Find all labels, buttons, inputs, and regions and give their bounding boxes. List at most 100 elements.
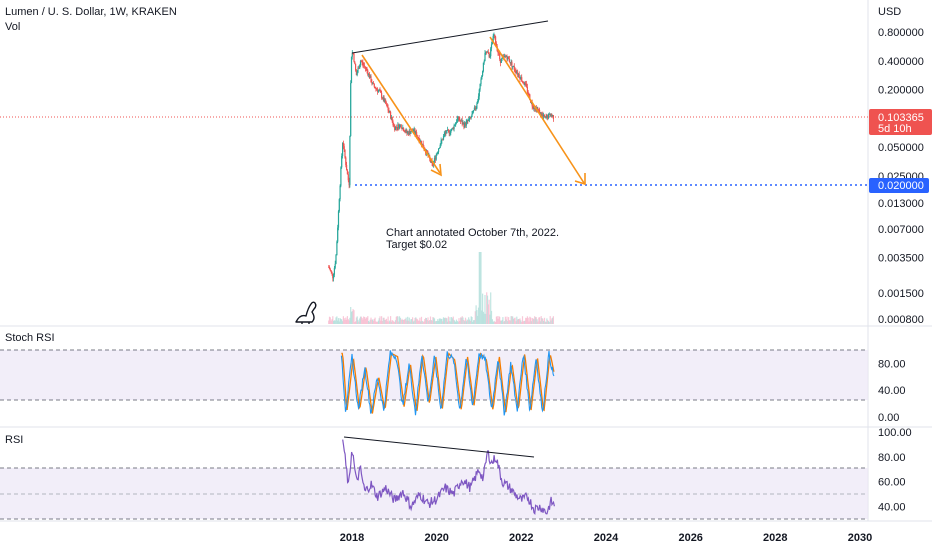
price-candle-body <box>362 62 364 65</box>
price-resistance-trendline[interactable] <box>351 20 549 54</box>
volume-bar <box>456 321 458 324</box>
volume-bar <box>542 318 544 324</box>
time-tick-label: 2024 <box>594 532 619 544</box>
price-candle-body <box>340 167 342 186</box>
volume-bar <box>372 319 374 324</box>
time-tick-label: 2020 <box>424 532 448 544</box>
price-candle-body <box>480 79 482 84</box>
price-candle-body <box>452 127 454 129</box>
price-candle-body <box>525 82 527 84</box>
volume-bar <box>468 317 470 324</box>
price-candle-body <box>359 61 362 66</box>
volume-bar <box>522 321 524 324</box>
volume-bar <box>443 318 445 324</box>
price-candle-body <box>409 130 411 134</box>
price-candle-body <box>350 56 353 83</box>
price-candle-body <box>385 103 388 105</box>
price-candle-body <box>506 56 508 60</box>
volume-bar <box>394 322 396 324</box>
volume-bar <box>350 307 352 324</box>
rsi-divergence-trendline[interactable] <box>343 436 535 458</box>
volume-bar <box>451 318 454 324</box>
volume-bar <box>516 316 518 324</box>
volume-bar <box>432 317 434 324</box>
volume-bar <box>433 317 435 324</box>
volume-bar <box>536 319 538 324</box>
volume-bar <box>447 316 449 324</box>
price-candle-body <box>328 267 331 270</box>
volume-bar <box>426 320 428 324</box>
price-candle-body <box>521 77 523 82</box>
volume-bar <box>504 321 506 324</box>
price-candle-body <box>416 136 419 138</box>
volume-bar <box>339 318 341 324</box>
arrow-2[interactable] <box>489 36 586 186</box>
volume-bar <box>337 320 339 324</box>
price-candle-body <box>442 136 445 140</box>
volume-bar <box>368 321 370 324</box>
stoch-d-line <box>341 352 555 414</box>
price-candle-body <box>471 114 473 117</box>
price-candle-body <box>335 255 337 264</box>
volume-bar <box>519 318 521 324</box>
volume-bar <box>349 317 351 324</box>
price-candle-body <box>497 51 499 53</box>
price-candle-body <box>381 92 383 98</box>
volume-bar <box>458 318 460 324</box>
volume-bar <box>504 316 506 324</box>
volume-bar <box>337 318 340 324</box>
price-candle-body <box>486 51 489 53</box>
price-axis[interactable]: 0.8000000.4000000.2000000.1000000.050000… <box>878 27 924 326</box>
price-candle-body <box>394 125 396 131</box>
rsi-tick-label: 60.00 <box>878 477 906 489</box>
volume-bar <box>453 319 455 324</box>
volume-bar <box>332 316 334 324</box>
price-candle-body <box>494 35 496 37</box>
volume-bar <box>482 293 484 324</box>
volume-bar <box>462 317 464 324</box>
volume-bar <box>342 321 344 324</box>
arrow-1[interactable] <box>361 54 442 177</box>
price-candle-body <box>509 62 511 64</box>
volume-bar <box>485 313 487 324</box>
price-candle-body <box>457 116 459 119</box>
volume-bar <box>364 318 366 324</box>
volume-bar <box>503 321 505 324</box>
volume-bar <box>405 317 407 324</box>
price-candle-body <box>382 97 384 99</box>
price-candle-body <box>455 122 457 125</box>
time-axis[interactable]: 2018 2020 2022 2024 2026 2028 2030 <box>340 532 872 544</box>
price-candle-body <box>547 115 549 119</box>
volume-bar <box>471 317 473 324</box>
volume-bar <box>344 319 346 324</box>
price-candle-body <box>366 68 368 71</box>
volume-bar <box>403 320 405 324</box>
price-candle-body <box>543 115 545 116</box>
volume-bar <box>412 317 414 324</box>
volume-bar <box>369 319 371 324</box>
volume-bar <box>512 316 514 324</box>
stoch-rsi-lines <box>340 350 555 416</box>
time-tick-label: 2022 <box>509 532 533 544</box>
price-candle-body <box>363 65 366 67</box>
price-candle-body <box>342 143 344 156</box>
volume-bar <box>547 321 550 324</box>
volume-bar <box>521 316 524 324</box>
price-candle-body <box>435 155 437 160</box>
price-candle-body <box>357 68 359 73</box>
volume-bar <box>343 318 345 324</box>
volume-bar <box>480 252 482 324</box>
volume-bar <box>381 321 383 324</box>
volume-bar <box>498 316 500 324</box>
chart-title: Lumen / U. S. Dollar, 1W, KRAKEN <box>5 6 177 18</box>
volume-bar <box>544 321 546 324</box>
price-candle-body <box>383 97 385 102</box>
volume-bar <box>352 309 354 324</box>
volume-bar <box>512 318 515 324</box>
price-candle-body <box>406 130 408 134</box>
price-candle-body <box>487 51 489 53</box>
rsi-axis: 100.00 80.00 60.00 40.00 <box>878 427 912 514</box>
volume-bar <box>372 321 375 324</box>
volume-bar <box>463 320 465 324</box>
